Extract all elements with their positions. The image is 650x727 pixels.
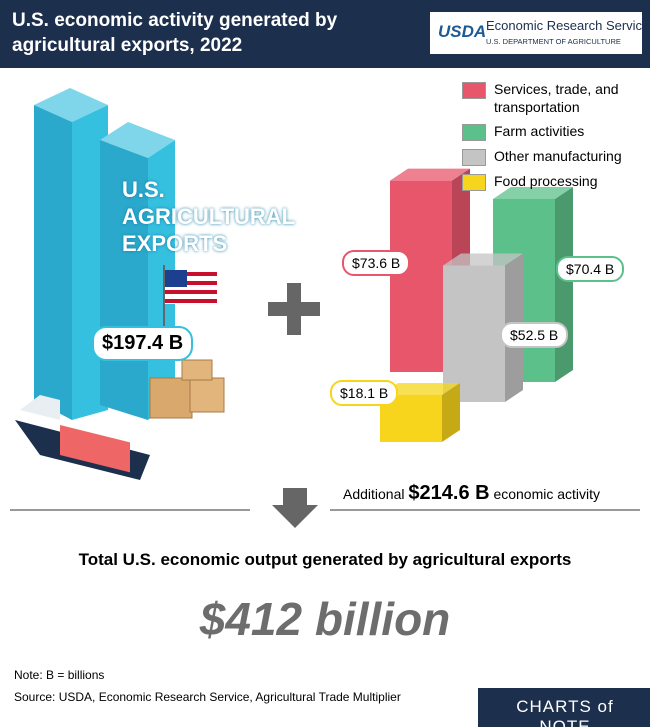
- value-label: $18.1 B: [330, 380, 399, 406]
- agency: Economic Research Service: [486, 18, 650, 33]
- legend-label: Farm activities: [494, 123, 585, 139]
- department: U.S. DEPARTMENT OF AGRICULTURE: [486, 37, 621, 46]
- logo-box: [430, 12, 642, 54]
- title: U.S. economic activity generated by agri…: [12, 10, 338, 56]
- legend-item: Farm activities: [462, 122, 642, 141]
- legend-swatch: [462, 149, 486, 166]
- exports-label: U.S. AGRICULTURAL EXPORTS: [122, 177, 295, 256]
- exports-value: $197.4 B: [92, 326, 194, 361]
- legend-label: Other manufacturing: [494, 148, 622, 164]
- breakdown-bars: [380, 168, 573, 442]
- bar-top: [380, 382, 460, 395]
- legend-label: Food processing: [494, 173, 598, 189]
- value-label: $52.5 B: [500, 322, 569, 348]
- additional-suffix: economic activity: [493, 486, 601, 502]
- logo: USDA: [438, 22, 487, 41]
- bar: [390, 180, 452, 372]
- ship: [15, 395, 150, 480]
- bar-side: [34, 105, 72, 420]
- note: Note: B = billions: [14, 668, 105, 682]
- bar-top: [443, 253, 523, 266]
- legend-item: Services, trade, and transportation: [462, 80, 642, 116]
- bar: [443, 265, 505, 402]
- total-value: $412 billion: [199, 593, 451, 645]
- legend-label: Services, trade, and transportation: [494, 81, 619, 115]
- bar-side: [555, 186, 573, 382]
- bar-top: [34, 88, 108, 122]
- legend-swatch: [462, 124, 486, 141]
- additional-value: $214.6 B: [408, 482, 490, 504]
- bar-top: [390, 168, 470, 181]
- legend: Services, trade, and transportation Farm …: [462, 80, 642, 197]
- down-arrow: [272, 488, 318, 528]
- plus-sign: [268, 283, 320, 335]
- legend-item: Food processing: [462, 172, 642, 191]
- brand-band: [478, 688, 650, 727]
- bar-top: [100, 122, 175, 158]
- total-label: Total U.S. economic output generated by …: [78, 550, 572, 569]
- legend-item: Other manufacturing: [462, 147, 642, 166]
- legend-swatch: [462, 174, 486, 191]
- brand: CHARTS of NOTE: [516, 697, 614, 727]
- value-label: $73.6 B: [342, 250, 411, 276]
- bar-top: [493, 186, 573, 199]
- value-label: $70.4 B: [556, 256, 625, 282]
- flag: [163, 265, 217, 360]
- additional-prefix: Additional: [343, 486, 405, 502]
- legend-swatch: [462, 82, 486, 99]
- source: Source: USDA, Economic Research Service,…: [14, 690, 401, 704]
- additional: Additional $214.6 B economic activity: [343, 482, 600, 505]
- bar-side: [442, 382, 460, 442]
- crates: [149, 359, 225, 419]
